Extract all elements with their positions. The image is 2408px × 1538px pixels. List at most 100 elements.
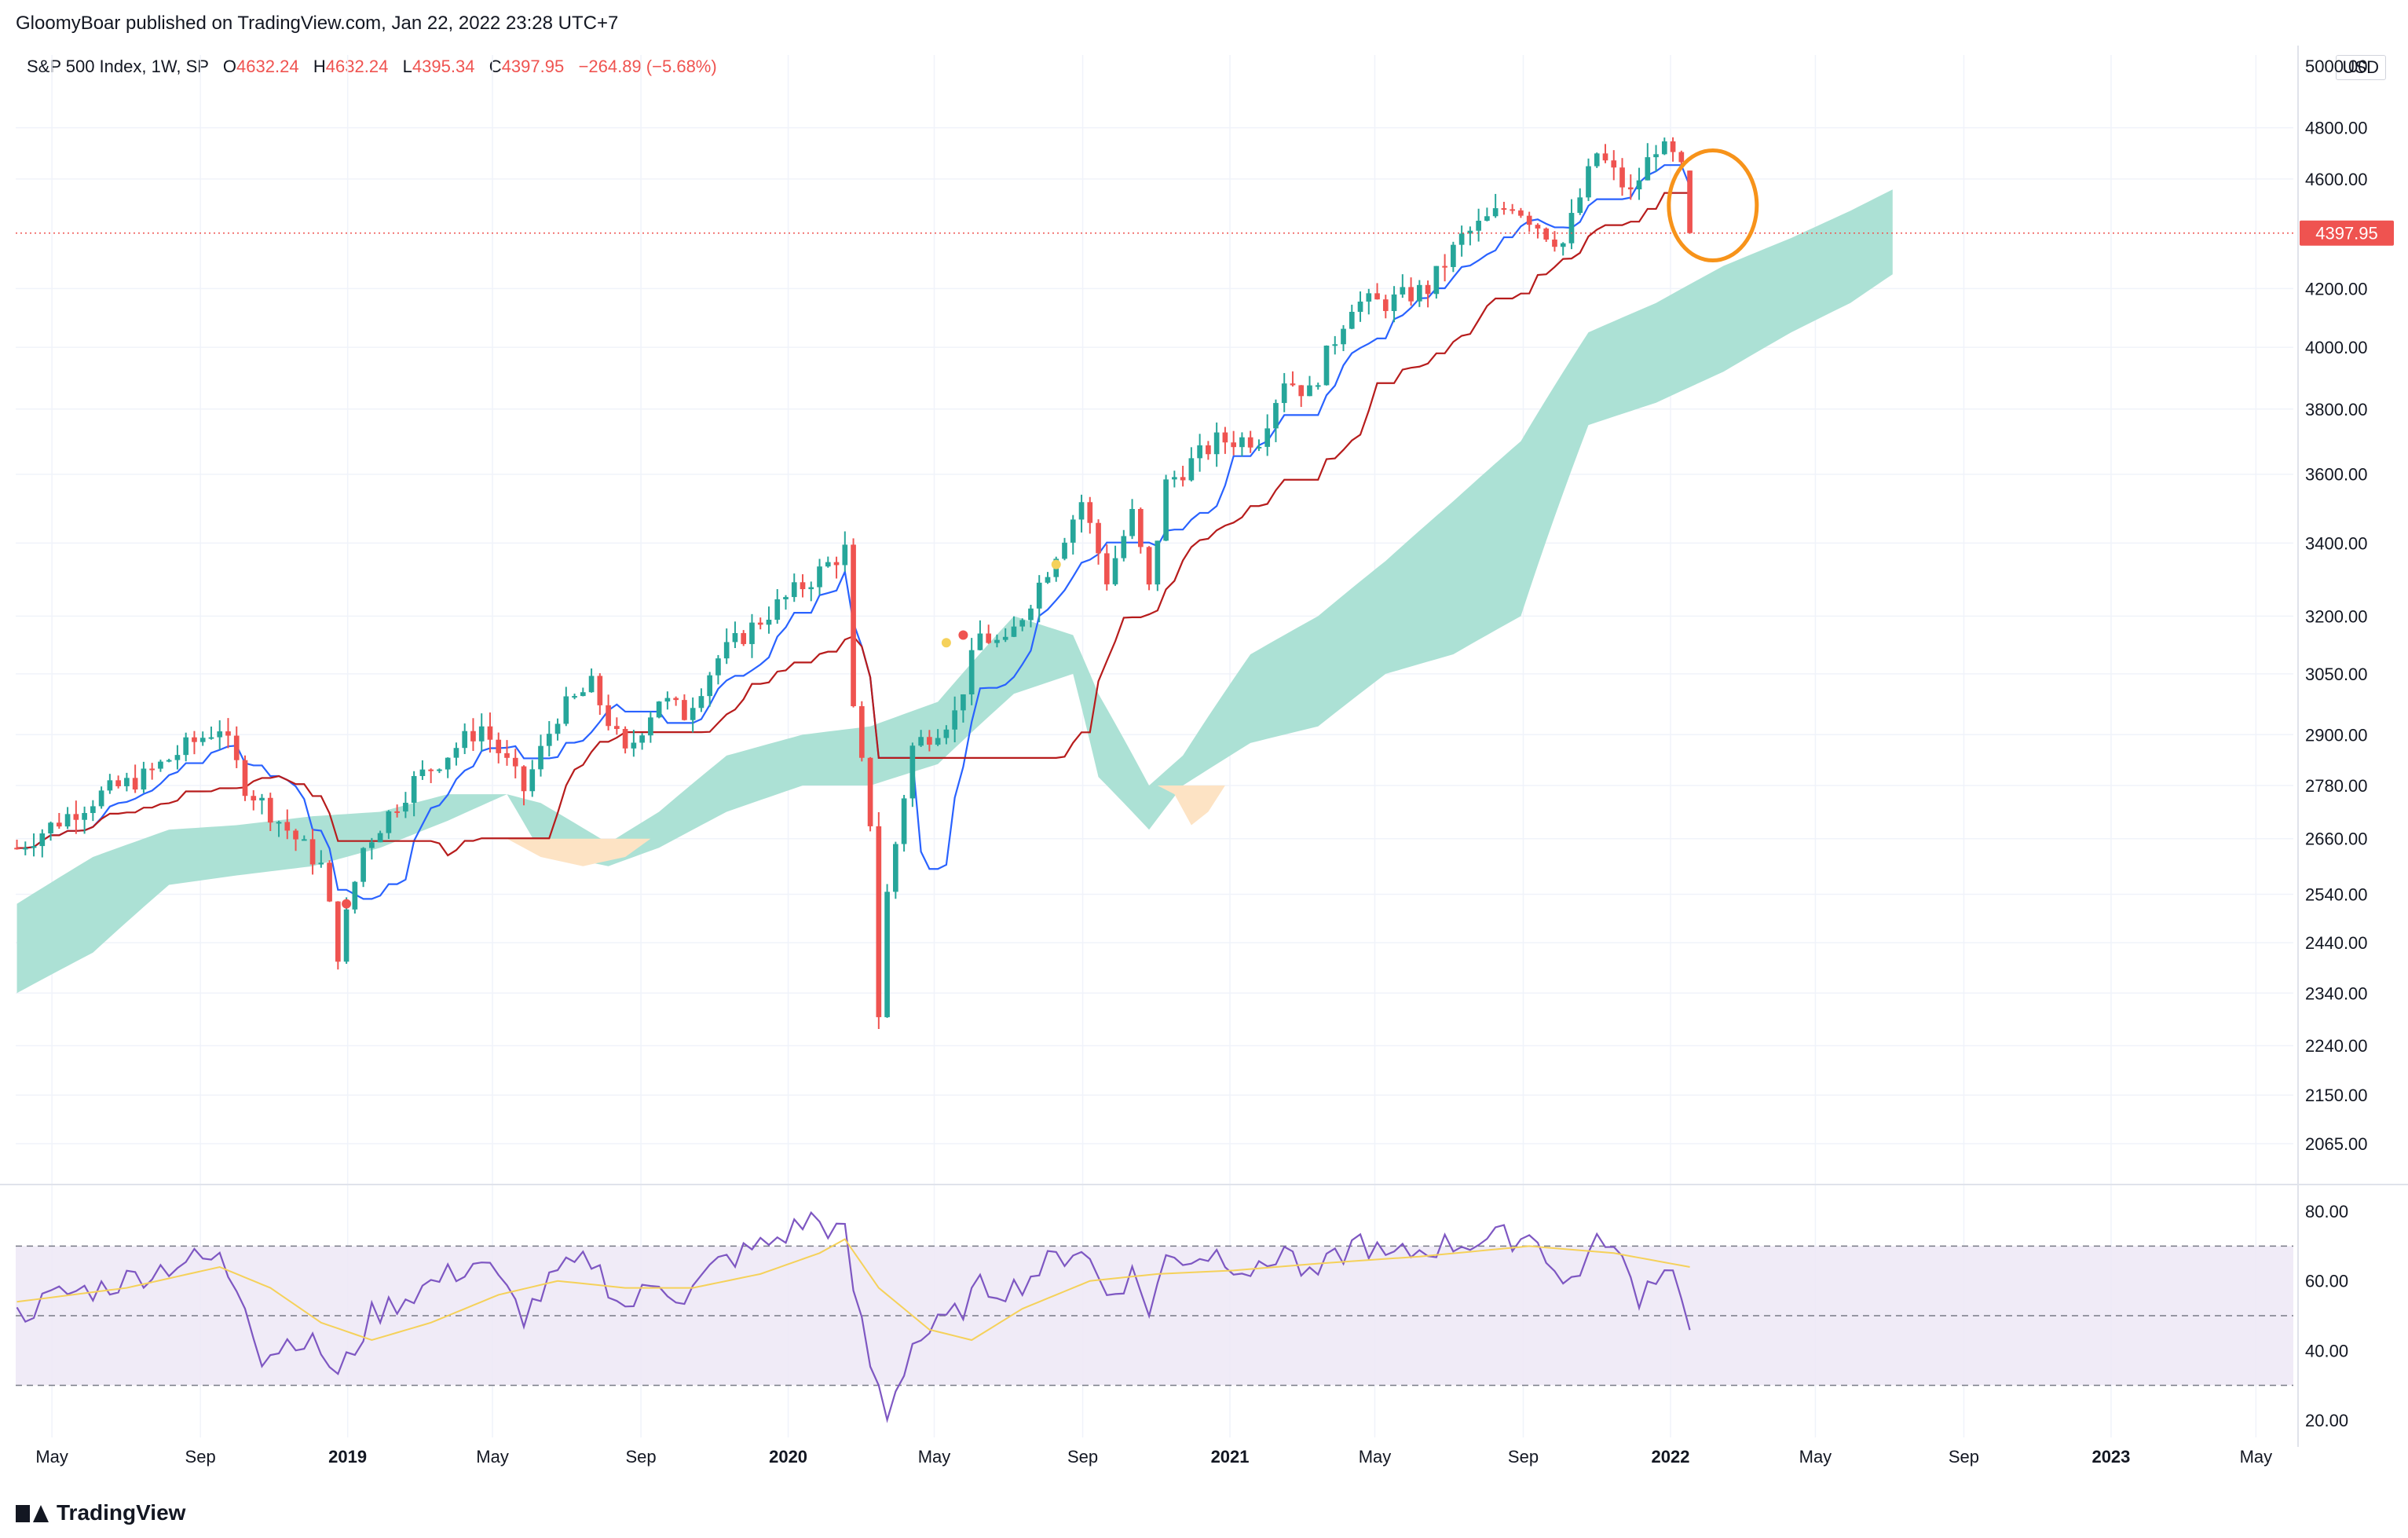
symbol-name[interactable]: S&P 500 Index, 1W, SP xyxy=(27,57,209,76)
candle-body xyxy=(1636,180,1642,190)
currency-button[interactable]: USD xyxy=(2335,55,2386,80)
signal-marker xyxy=(941,638,951,648)
cloud-area xyxy=(16,189,1893,994)
candle-body xyxy=(242,760,248,796)
candle-body xyxy=(22,848,28,850)
candle-body xyxy=(1458,233,1465,245)
candle-body xyxy=(961,694,966,711)
candle-body xyxy=(774,599,781,620)
candle-body xyxy=(267,797,273,823)
grid xyxy=(0,46,2408,1447)
published-info: GloomyBoar published on TradingView.com,… xyxy=(16,13,619,34)
candle-body xyxy=(1121,536,1127,558)
time-tick-label: May xyxy=(918,1447,951,1467)
candle-body xyxy=(124,778,130,786)
candle-body xyxy=(867,757,873,826)
rsi-tick-label: 40.00 xyxy=(2305,1341,2348,1360)
candle-body xyxy=(1687,170,1693,233)
candle-body xyxy=(1172,477,1177,480)
highlight-circle xyxy=(1667,148,1759,263)
candle-body xyxy=(1197,445,1202,459)
candle-body xyxy=(225,731,231,736)
candle-body xyxy=(673,698,679,701)
candle-body xyxy=(512,757,518,767)
candle-body xyxy=(1611,160,1617,168)
cloud-bear-area xyxy=(1157,785,1225,826)
candle-body xyxy=(1315,385,1321,387)
candle-body xyxy=(318,862,324,865)
time-tick-label: 2023 xyxy=(2091,1447,2130,1467)
price-tick-label: 3200.00 xyxy=(2305,606,2368,626)
price-tick-label: 2780.00 xyxy=(2305,776,2368,796)
time-tick-label: 2019 xyxy=(328,1447,367,1467)
candle-body xyxy=(115,780,121,786)
candle-body xyxy=(56,822,62,827)
candle-body xyxy=(1535,225,1541,229)
candle-body xyxy=(707,675,713,697)
candle-body xyxy=(1568,213,1575,244)
candle-body xyxy=(352,881,358,910)
candle-body xyxy=(453,748,459,758)
time-tick-label: May xyxy=(1359,1447,1392,1467)
candle-body xyxy=(82,813,87,820)
candle-body xyxy=(1577,197,1583,214)
candle-body xyxy=(496,739,502,753)
candle-body xyxy=(1492,208,1499,217)
candle-body xyxy=(1256,446,1262,449)
high-value: 4632.24 xyxy=(325,57,389,76)
tradingview-logo[interactable]: TradingView xyxy=(16,1500,185,1525)
candle-body xyxy=(1467,230,1473,234)
rsi-tick-label: 80.00 xyxy=(2305,1202,2348,1221)
candle-body xyxy=(588,676,595,693)
candle-body xyxy=(842,544,848,566)
candle-body xyxy=(1451,244,1456,267)
candle-body xyxy=(1103,553,1110,584)
chart-canvas[interactable]: 4397.95 4800.00 4600.00 4200.00 4000.00 3800… xyxy=(0,46,2408,1492)
candle-body xyxy=(554,723,561,734)
time-tick-label: May xyxy=(1799,1447,1832,1467)
candle-body xyxy=(833,562,840,566)
candle-body xyxy=(1332,344,1338,346)
price-tick-label: 2150.00 xyxy=(2305,1086,2368,1105)
price-tick-label: 4200.00 xyxy=(2305,279,2368,298)
candle-body xyxy=(664,698,671,702)
candle-body xyxy=(1400,287,1406,295)
price-tick-label: 2340.00 xyxy=(2305,983,2368,1003)
candle-body xyxy=(166,760,172,762)
candle-body xyxy=(478,726,485,742)
rsi-tick-label: 60.00 xyxy=(2305,1272,2348,1291)
candle-body xyxy=(276,822,282,824)
candle-body xyxy=(403,802,408,812)
candle-body xyxy=(1552,239,1557,247)
candle-body xyxy=(98,790,104,807)
candle-body xyxy=(217,731,223,738)
candle-body xyxy=(1087,502,1093,523)
price-tick-label: 3050.00 xyxy=(2305,665,2368,684)
candle-body xyxy=(1678,152,1685,163)
signal-marker xyxy=(342,899,352,909)
candle-body xyxy=(825,562,831,567)
candle-body xyxy=(158,761,163,769)
candle-body xyxy=(1155,540,1161,585)
candle-body xyxy=(563,696,569,724)
candle-body xyxy=(1062,542,1067,559)
candle-body xyxy=(1298,385,1305,397)
time-tick-label: 2021 xyxy=(1211,1447,1250,1467)
candle-body xyxy=(90,806,96,814)
candle-body xyxy=(732,632,738,643)
cloud-bear-area xyxy=(507,838,651,866)
candle-body xyxy=(14,848,20,850)
candle-body xyxy=(1408,287,1414,302)
candle-body xyxy=(1349,311,1355,329)
time-tick-label: Sep xyxy=(185,1447,216,1467)
candle-body xyxy=(1011,626,1017,637)
rsi-ma-line xyxy=(16,1238,1690,1342)
candle-body xyxy=(1163,479,1169,541)
candle-body xyxy=(1180,477,1186,481)
time-tick-label: May xyxy=(2240,1447,2273,1467)
candle-body xyxy=(251,796,257,801)
candle-body xyxy=(986,633,992,643)
candle-body xyxy=(1213,432,1220,455)
candle-body xyxy=(183,737,189,756)
price-tick-label: 4600.00 xyxy=(2305,170,2368,189)
